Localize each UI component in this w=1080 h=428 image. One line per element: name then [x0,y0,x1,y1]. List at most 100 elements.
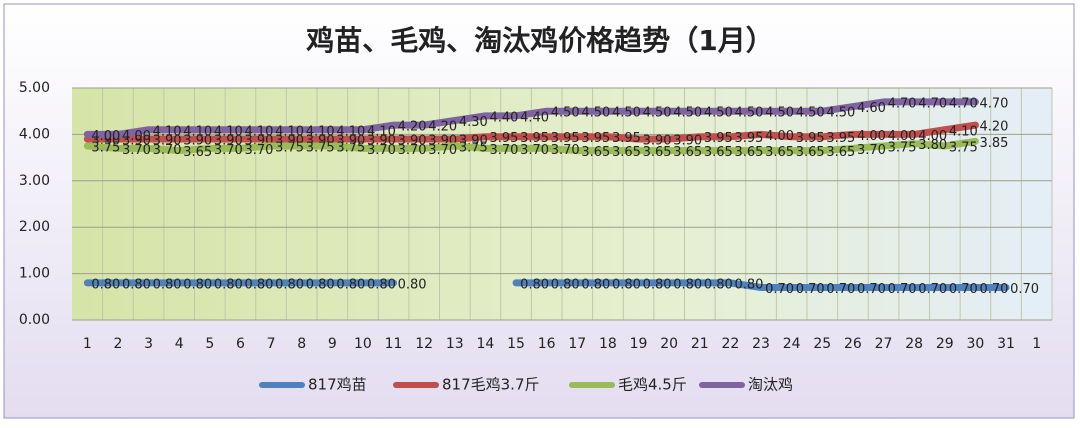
data-label: 0.70 [826,282,855,297]
data-label: 0.80 [122,277,151,292]
series-line [83,279,1010,292]
data-label: 4.30 [459,115,488,130]
x-tick-label: 10 [354,336,372,352]
data-label: 3.65 [765,145,794,160]
data-label: 4.10 [949,124,978,139]
data-label: 3.95 [551,131,580,146]
data-label: 3.70 [214,143,243,158]
x-tick-label: 24 [783,336,801,352]
data-label: 4.00 [857,129,886,144]
legend-label: 毛鸡4.5斤 [618,376,687,394]
data-label: 3.75 [949,141,978,156]
data-label: 3.90 [122,134,151,149]
x-tick-label: 25 [813,336,831,352]
data-label: 0.70 [949,282,978,297]
x-tick-label: 6 [236,336,245,352]
data-label: 3.75 [336,141,365,156]
data-label: 3.90 [153,134,182,149]
data-label: 3.65 [704,145,733,160]
data-label: 0.80 [704,277,733,292]
data-label: 3.65 [581,145,610,160]
data-label: 3.70 [520,143,549,158]
data-label: 0.70 [796,282,825,297]
x-tick-label: 13 [446,336,464,352]
y-tick-label: 2.00 [19,219,50,235]
data-label: 4.70 [888,96,917,111]
x-tick-label: 11 [385,336,403,352]
data-label: 4.50 [826,106,855,121]
data-label: 3.75 [888,141,917,156]
data-label: 0.80 [153,277,182,292]
data-label: 3.65 [643,145,672,160]
data-label: 4.40 [520,110,549,125]
x-tick-label: 5 [205,336,214,352]
data-label: 4.70 [918,96,947,111]
data-label: 0.80 [183,277,212,292]
x-tick-label: 30 [967,336,985,352]
y-tick-label: 0.00 [19,312,50,328]
data-label: 0.80 [214,277,243,292]
x-tick-label: 21 [691,336,709,352]
data-label: 3.70 [153,143,182,158]
data-label: 4.40 [489,110,518,125]
series-line [83,121,979,143]
data-label: 4.50 [704,106,733,121]
data-label: 0.80 [275,277,304,292]
x-tick-label: 3 [144,336,153,352]
x-tick-label: 28 [905,336,923,352]
data-label: 3.90 [214,134,243,149]
x-tick-label: 19 [630,336,648,352]
data-label: 4.70 [979,96,1008,111]
data-label: 4.00 [918,129,947,144]
x-tick-label: 12 [415,336,433,352]
data-label: 4.50 [612,106,641,121]
data-label: 0.80 [551,277,580,292]
data-label: 4.10 [367,124,396,139]
data-label: 0.70 [765,282,794,297]
data-label: 3.65 [183,145,212,160]
data-label: 4.50 [551,106,580,121]
series-line [83,137,979,155]
data-label: 0.80 [306,277,335,292]
x-tick-label: 2 [113,336,122,352]
data-label: 3.95 [520,131,549,146]
data-label: 3.95 [581,131,610,146]
data-label: 4.00 [122,129,151,144]
data-label: 0.80 [91,277,120,292]
data-label: 3.70 [551,143,580,158]
data-label: 3.70 [122,143,151,158]
x-tick-label: 17 [568,336,586,352]
data-label: 0.80 [520,277,549,292]
data-label: 3.70 [244,143,273,158]
data-label: 4.00 [888,129,917,144]
y-tick-label: 4.00 [19,126,50,142]
data-label: 3.80 [918,138,947,153]
data-label: 3.75 [459,141,488,156]
x-tick-label: 23 [752,336,770,352]
data-label: 4.10 [306,124,335,139]
data-label: 0.80 [673,277,702,292]
data-label: 4.50 [796,106,825,121]
data-label: 4.10 [214,124,243,139]
data-label: 3.95 [826,131,855,146]
data-label: 3.70 [367,143,396,158]
data-label: 4.60 [857,101,886,116]
x-tick-label: 1 [83,336,92,352]
data-label: 4.10 [244,124,273,139]
series-line [83,98,979,138]
x-tick-label: 14 [477,336,495,352]
data-label: 4.00 [91,129,120,144]
data-label: 4.50 [734,106,763,121]
y-tick-label: 3.00 [19,173,50,189]
x-tick-label: 20 [660,336,678,352]
data-label: 4.10 [275,124,304,139]
x-tick-label: 9 [328,336,337,352]
data-label: 3.95 [704,131,733,146]
data-label: 3.65 [826,145,855,160]
data-label: 4.50 [581,106,610,121]
x-tick-label: 22 [722,336,740,352]
data-label: 4.10 [183,124,212,139]
x-tick-label: 8 [297,336,306,352]
x-tick-label: 27 [875,336,893,352]
